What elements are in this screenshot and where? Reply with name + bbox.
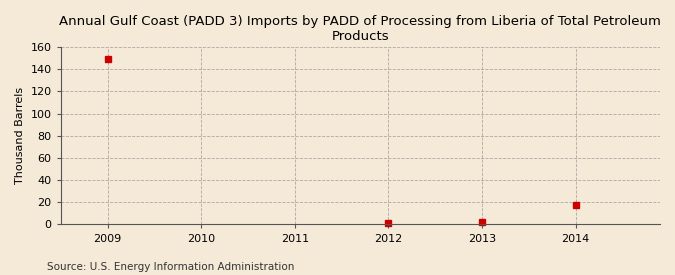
Text: Source: U.S. Energy Information Administration: Source: U.S. Energy Information Administ… xyxy=(47,262,294,272)
Title: Annual Gulf Coast (PADD 3) Imports by PADD of Processing from Liberia of Total P: Annual Gulf Coast (PADD 3) Imports by PA… xyxy=(59,15,662,43)
Y-axis label: Thousand Barrels: Thousand Barrels xyxy=(15,87,25,184)
